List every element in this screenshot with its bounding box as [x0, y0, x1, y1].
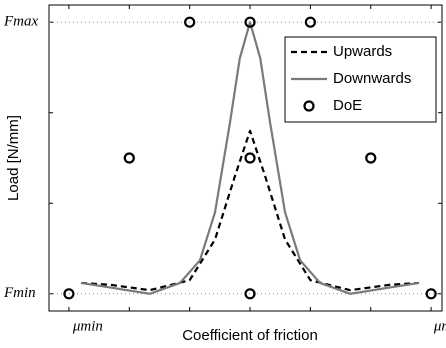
x-tick-label: μmax: [433, 318, 446, 334]
series-line: [80, 129, 420, 292]
y-axis-label: Load [N/mm]: [5, 115, 22, 201]
doe-point: [365, 152, 377, 164]
doe-point: [244, 16, 256, 28]
legend-label: DoE: [333, 97, 362, 114]
doe-point: [244, 152, 256, 164]
y-tick-label: Fmin: [3, 285, 36, 301]
doe-point: [425, 288, 437, 300]
y-tick-label: Fmax: [3, 14, 38, 30]
x-tick-label: μmin: [72, 318, 103, 334]
series-line: [80, 21, 420, 295]
doe-point: [304, 16, 316, 28]
legend-marker: [303, 100, 315, 112]
doe-point: [63, 288, 75, 300]
doe-point: [123, 152, 135, 164]
legend-label: Downwards: [333, 70, 411, 87]
doe-point: [244, 288, 256, 300]
legend-label: Upwards: [333, 43, 392, 60]
doe-point: [184, 16, 196, 28]
x-axis-label: Coefficient of friction: [182, 327, 318, 344]
